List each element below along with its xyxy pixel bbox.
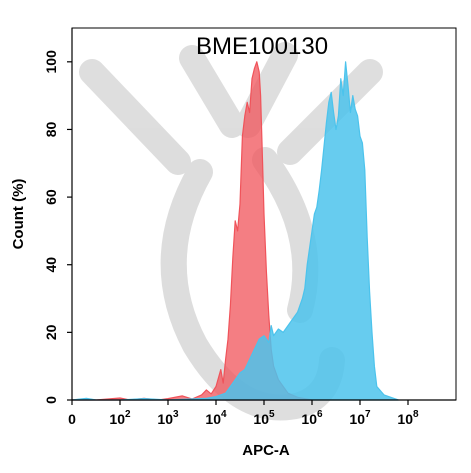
y-tick-label: 60 [43,189,59,205]
x-tick-label: 107 [349,409,371,427]
x-tick-label: 106 [301,409,323,427]
y-tick-label: 20 [43,324,59,340]
y-axis-title: Count (%) [10,179,27,250]
x-tick-label: 0 [68,411,76,427]
x-tick-label: 104 [205,409,227,427]
chart-title: BME100130 [196,33,328,60]
y-tick-label: 100 [43,50,59,74]
y-tick-label: 80 [43,121,59,137]
x-tick-label: 108 [397,409,419,427]
x-tick-label: 102 [109,409,131,427]
y-tick-label: 40 [43,257,59,273]
x-tick-label: 105 [253,409,275,427]
y-ticks: 0 20 40 60 80 100 [43,50,72,404]
x-axis-title: APC-A [242,442,290,459]
x-ticks: 0 102 103 104 105 106 107 108 [68,400,419,427]
series-layer [71,61,399,401]
histogram-series-2 [71,61,399,401]
x-tick-label: 103 [157,409,179,427]
y-tick-label: 0 [43,396,59,404]
